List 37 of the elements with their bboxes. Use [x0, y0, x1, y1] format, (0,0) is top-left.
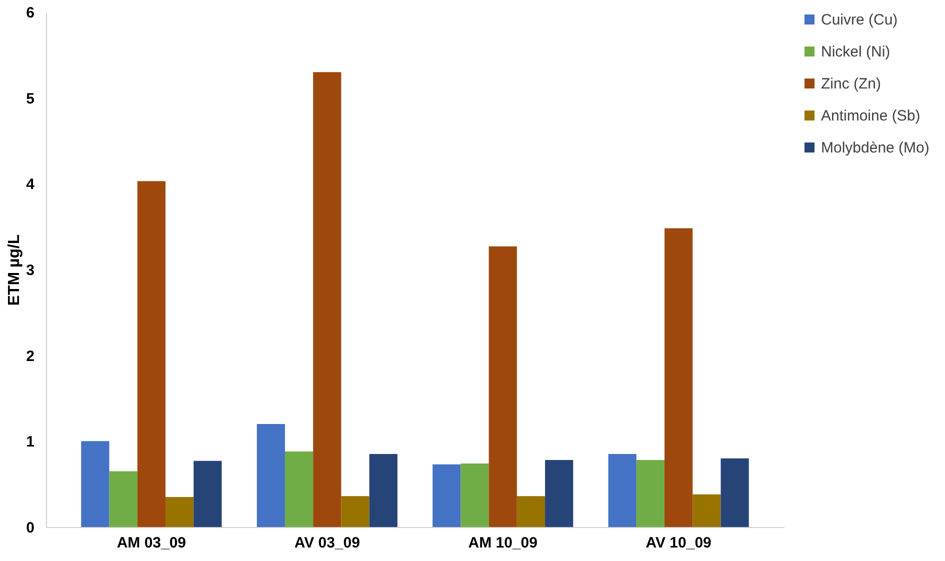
legend-label: Nickel (Ni) — [821, 44, 890, 60]
x-tick-label: AV 03_09 — [294, 534, 360, 552]
bar — [137, 181, 166, 527]
y-tick-label: 1 — [26, 434, 34, 451]
bar — [165, 496, 194, 527]
bar — [284, 451, 314, 527]
y-tick-label: 4 — [26, 176, 36, 194]
bar — [194, 460, 222, 527]
x-tick-label: AM 03_09 — [116, 534, 186, 552]
y-tick-label: 6 — [26, 4, 34, 22]
bar — [636, 460, 665, 527]
y-tick-label: 0 — [26, 520, 34, 536]
bar — [545, 460, 574, 527]
legend-label: Zinc (Zn) — [821, 76, 882, 92]
bar — [692, 494, 721, 527]
y-tick-label: 5 — [26, 90, 34, 108]
bar — [460, 463, 489, 527]
bar — [256, 424, 285, 527]
bar — [516, 496, 546, 527]
bar — [608, 454, 636, 527]
y-tick-label: 3 — [26, 262, 34, 279]
x-tick-label: AM 10_09 — [468, 534, 538, 552]
bar — [664, 228, 693, 527]
bar — [341, 496, 370, 527]
legend-label: Cuivre (Cu) — [821, 12, 898, 28]
bar — [369, 454, 398, 527]
bar — [109, 471, 138, 527]
bar — [720, 458, 749, 527]
y-tick-label: 2 — [26, 348, 34, 365]
bar — [432, 464, 461, 527]
bar — [488, 246, 517, 527]
legend-label: Antimoine (Sb) — [821, 108, 920, 124]
x-tick-label: AV 10_09 — [646, 534, 712, 552]
bar — [313, 72, 342, 527]
bar — [81, 441, 110, 527]
y-axis-title: ETM µg/L — [6, 234, 24, 306]
legend-label: Molybdène (Mo) — [821, 140, 930, 156]
